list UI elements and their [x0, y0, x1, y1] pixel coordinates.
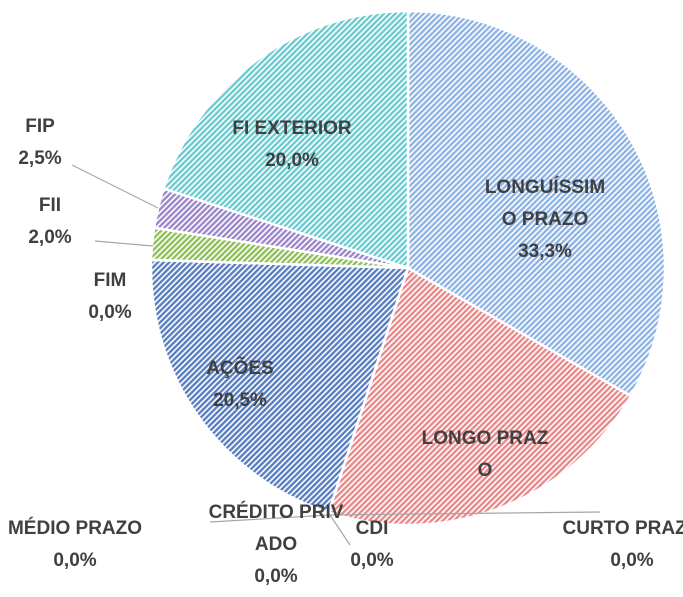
slice-label: FIM 0,0%: [70, 265, 150, 329]
category-label: MÉDIO PRAZO: [7, 518, 143, 539]
value-label: 20,0%: [265, 150, 319, 171]
value-label: 0,0%: [610, 550, 654, 571]
value-label: 33,3%: [518, 241, 572, 262]
slice-label: AÇÕES 20,5%: [170, 353, 310, 417]
category-label: LONGUÍSSIMO PRAZO: [484, 177, 606, 230]
value-label: 0,0%: [53, 550, 97, 571]
slice-label: FIP 2,5%: [0, 111, 80, 175]
category-label: FI EXTERIOR: [232, 118, 352, 139]
leader-line: [94, 240, 154, 247]
category-label: FII: [38, 195, 62, 216]
value-label: 0,0%: [88, 302, 132, 323]
slice-label: MÉDIO PRAZO 0,0%: [5, 513, 145, 577]
leader-line: [71, 164, 159, 209]
category-label: CRÉDITO PRIVADO: [208, 502, 344, 555]
value-label: 0,0%: [350, 550, 394, 571]
value-label: 2,5%: [18, 148, 62, 169]
value-label: 2,0%: [28, 227, 72, 248]
slice-label: FI EXTERIOR 20,0%: [212, 113, 372, 177]
slice-label: LONGO PRAZO: [415, 423, 555, 487]
category-label: FIM: [93, 270, 127, 291]
value-label: 0,0%: [254, 566, 298, 587]
category-label: LONGO PRAZO: [421, 428, 549, 481]
slice-label: LONGUÍSSIMO PRAZO 33,3%: [480, 172, 610, 268]
leader-line: [329, 514, 351, 546]
slice-label: CRÉDITO PRIVADO 0,0%: [206, 497, 346, 593]
pie-slice: [149, 258, 410, 514]
pie-slice: [162, 9, 410, 270]
slice-label: CDI 0,0%: [332, 513, 412, 577]
leader-line: [209, 514, 331, 523]
pie-slice: [327, 266, 633, 527]
leader-line: [329, 511, 601, 516]
slice-label: FII 2,0%: [10, 190, 90, 254]
category-label: FIP: [25, 116, 55, 137]
category-label: CURTO PRAZO: [562, 518, 683, 539]
value-label: 20,5%: [213, 390, 267, 411]
slice-label: CURTO PRAZO 0,0%: [562, 513, 683, 577]
pie-slice: [406, 9, 667, 398]
category-label: AÇÕES: [206, 358, 274, 379]
category-label: CDI: [355, 518, 389, 539]
